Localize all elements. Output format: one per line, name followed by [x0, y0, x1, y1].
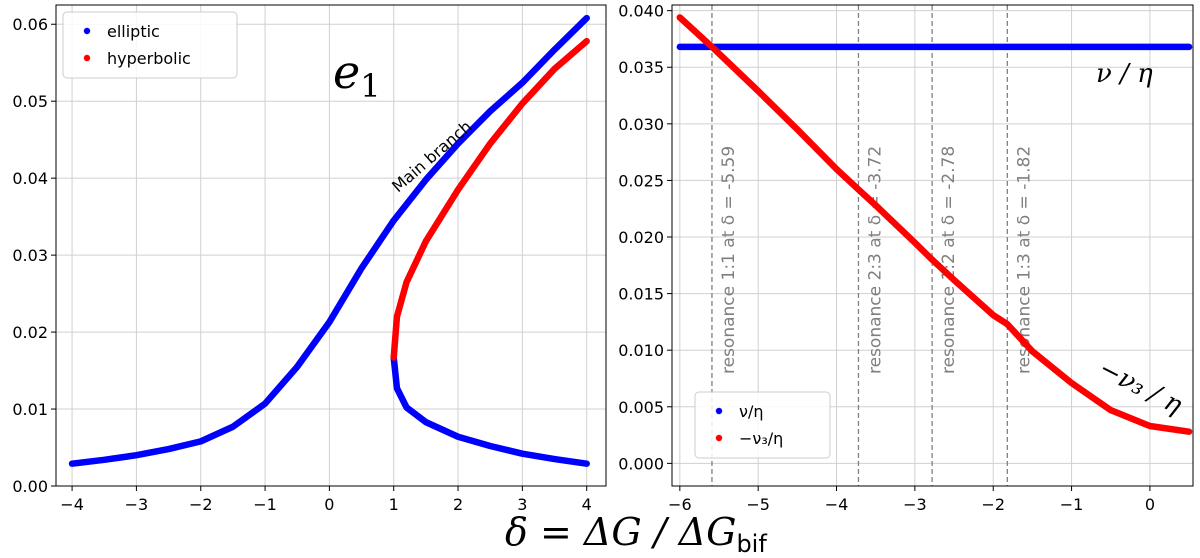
y-tick-label: 0.030: [618, 115, 664, 134]
annotation-e1-subscript: 1: [360, 67, 380, 105]
x-axis-label-main: δ = ΔG / ΔG: [505, 510, 736, 554]
annotation-e1: e1: [333, 45, 381, 105]
x-tick-label: −6: [668, 495, 692, 514]
x-tick-label: 0: [324, 495, 334, 514]
y-tick-label: 0.00: [12, 477, 48, 496]
x-axis-label-subscript: bif: [736, 530, 767, 558]
resonance-label: resonance 1:1 at δ = -5.59: [719, 146, 739, 374]
plot-frame: [671, 4, 1194, 487]
y-tick-label: 0.015: [618, 285, 664, 304]
resonance-label: resonance 1:2 at δ = -2.78: [939, 146, 959, 374]
series-−ν₃/η: [676, 14, 1193, 435]
y-tick-label: 0.05: [12, 92, 48, 111]
x-tick-label: 3: [517, 495, 527, 514]
plot-frame: [55, 4, 607, 487]
y-tick-label: 0.000: [618, 454, 664, 473]
y-tick-label: 0.040: [618, 2, 664, 21]
legend-label: ν/η: [739, 402, 763, 421]
series-hyperbolic: [390, 37, 590, 361]
y-tick-label: 0.010: [618, 341, 664, 360]
x-tick-label: 1: [389, 495, 399, 514]
nu-over-eta-label: ν / η: [1096, 59, 1153, 89]
left-panel-elliptic-hyperbolic: −4 −3 −2 −1 0 1 2 3 4 0.00 0.01 0.02 0.03 0.04 0.05 0.0…: [12, 4, 607, 514]
legend-marker: [83, 54, 91, 62]
series-elliptic: [390, 354, 590, 467]
legend-label: hyperbolic: [107, 49, 191, 68]
right-panel-frequencies: −6 −5 −4 −3 −2 −1 0 0.000 0.005 0.010 0.015 0.020 0.…: [618, 2, 1194, 514]
x-tick-label: −1: [1060, 495, 1084, 514]
x-tick-label: −3: [903, 495, 927, 514]
resonance-label: resonance 1:3 at δ = -1.82: [1014, 146, 1034, 374]
y-tick-label: 0.005: [618, 398, 664, 417]
y-tick-label: 0.04: [12, 169, 48, 188]
y-tick-label: 0.025: [618, 171, 664, 190]
x-tick-label: 4: [582, 495, 592, 514]
legend-label: elliptic: [107, 22, 160, 41]
x-tick-label: −2: [189, 495, 213, 514]
x-tick-label: −3: [125, 495, 149, 514]
y-tick-label: 0.02: [12, 323, 48, 342]
resonance-label: resonance 2:3 at δ = -3.72: [865, 146, 885, 374]
legend-label: −ν₃/η: [739, 429, 783, 448]
legend-marker: [83, 27, 91, 35]
y-tick-label: 0.03: [12, 246, 48, 265]
x-tick-label: −4: [825, 495, 849, 514]
y-tick-label: 0.035: [618, 58, 664, 77]
x-tick-label: −1: [253, 495, 277, 514]
legend-marker: [715, 407, 723, 415]
legend-box: [62, 11, 238, 79]
x-tick-label: −5: [746, 495, 770, 514]
x-tick-label: 2: [453, 495, 463, 514]
y-tick-label: 0.06: [12, 15, 48, 34]
series-elliptic: [68, 14, 590, 467]
x-tick-label: −2: [981, 495, 1005, 514]
x-tick-label: −4: [60, 495, 84, 514]
legend-marker: [715, 434, 723, 442]
shared-x-axis-label: δ = ΔG / ΔGbif: [505, 510, 767, 558]
x-tick-label: 0: [1145, 495, 1155, 514]
y-tick-label: 0.01: [12, 400, 48, 419]
y-tick-label: 0.020: [618, 228, 664, 247]
legend-box: [694, 391, 831, 459]
